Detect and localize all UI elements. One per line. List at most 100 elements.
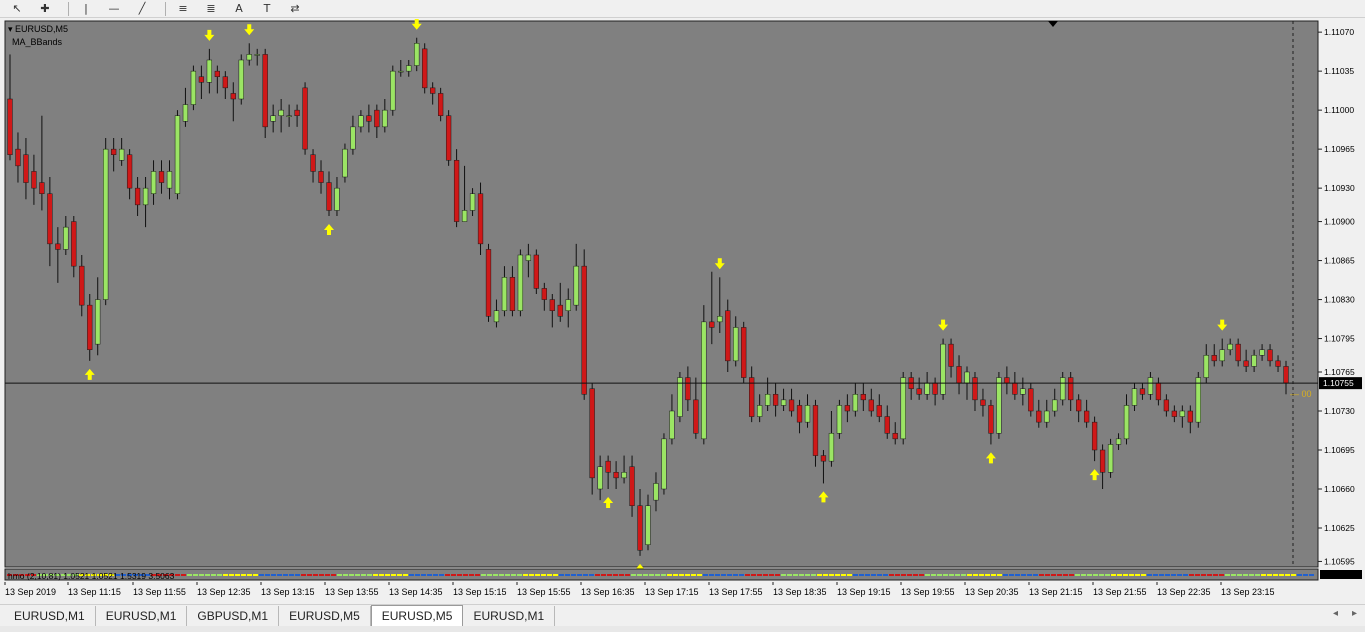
candle-bull xyxy=(342,148,348,178)
buy-arrow-icon xyxy=(603,497,614,508)
candle-bear xyxy=(1028,388,1034,412)
chart-shift-marker[interactable] xyxy=(1048,21,1058,27)
text-label-icon[interactable]: T xyxy=(263,2,271,15)
candle-bull xyxy=(525,254,532,261)
candle-bear xyxy=(820,455,827,462)
candle-bull xyxy=(996,377,1002,434)
candle-bear xyxy=(1139,388,1146,395)
candle-bear xyxy=(31,171,37,189)
candle-bull xyxy=(174,115,181,194)
candle-bull xyxy=(142,187,149,206)
candle-bear xyxy=(294,109,300,116)
tab-navigation: ◂ ▸ xyxy=(1333,608,1357,619)
candle-bull xyxy=(1179,410,1185,417)
candle-bear xyxy=(1283,366,1289,384)
candle-bear xyxy=(318,171,324,183)
candle-bear xyxy=(876,405,882,417)
vertical-line-icon[interactable]: | xyxy=(84,2,88,15)
equidistant-channel-icon[interactable]: ≡ xyxy=(178,2,188,15)
candle-bull xyxy=(597,466,603,490)
time-axis: 13 Sep 2019 13 Sep 11:15 13 Sep 11:55 13 Se… xyxy=(0,582,1365,602)
price-tick-label: 1.10930 xyxy=(1324,183,1355,193)
candle-bull xyxy=(278,109,284,116)
candle-bear xyxy=(23,154,29,183)
sell-arrow-icon xyxy=(1217,319,1228,331)
candle-bear xyxy=(1235,343,1241,362)
candle-bull xyxy=(653,483,659,501)
candle-bear xyxy=(262,54,268,128)
chart-tab[interactable]: EURUSD,M5 xyxy=(279,606,371,626)
chart-tab[interactable]: EURUSD,M5 xyxy=(370,605,464,626)
candle-bear xyxy=(1036,410,1042,423)
candle-bull xyxy=(1123,405,1130,440)
chart-tab[interactable]: EURUSD,M1 xyxy=(96,606,188,626)
candle-bull xyxy=(501,277,508,311)
candle-bear xyxy=(230,93,236,100)
candle-bear xyxy=(1012,382,1018,395)
price-tick-label: 1.10730 xyxy=(1324,406,1355,416)
crosshair-icon[interactable]: ✚ xyxy=(40,2,50,15)
candle-bear xyxy=(55,243,61,250)
arrows-icon[interactable]: ⇄ xyxy=(290,2,300,15)
trendline-icon[interactable]: ╱ xyxy=(138,2,146,15)
candle-bull xyxy=(661,438,667,490)
candle-bear xyxy=(972,377,978,401)
chart-tab[interactable]: GBPUSD,M1 xyxy=(187,606,280,626)
sub-indicator-value-box xyxy=(1320,570,1362,579)
candle-bull xyxy=(382,109,388,128)
candle-bear xyxy=(445,115,452,161)
candle-bull xyxy=(118,148,125,161)
candle-bear xyxy=(812,405,819,456)
candle-bear xyxy=(772,394,779,406)
tab-next-icon[interactable]: ▸ xyxy=(1351,608,1357,619)
candle-bull xyxy=(406,65,412,72)
chart-tab[interactable]: EURUSD,M1 xyxy=(4,606,96,626)
chart-frame xyxy=(4,20,1319,568)
candle-bull xyxy=(573,265,579,306)
candle-bear xyxy=(430,87,436,94)
candle-bear xyxy=(79,265,85,306)
sell-arrow-icon xyxy=(938,319,949,331)
price-tick-label: 1.11035 xyxy=(1324,66,1354,76)
buy-arrow-icon xyxy=(1089,469,1100,481)
text-icon[interactable]: A xyxy=(235,2,243,15)
fibonacci-icon[interactable]: ≣ xyxy=(206,2,216,15)
time-tick-label: 13 Sep 13:15 xyxy=(261,587,315,597)
current-price-box xyxy=(1319,377,1362,390)
chart-tab[interactable]: EURUSD,M1 xyxy=(463,606,556,626)
candle-bull xyxy=(190,70,197,105)
tab-prev-icon[interactable]: ◂ xyxy=(1332,608,1338,619)
candle-bear xyxy=(71,221,77,267)
buy-arrow-icon xyxy=(323,224,334,235)
candle-bear xyxy=(948,343,954,367)
toolbar-separator xyxy=(165,1,166,16)
time-tick-label: 13 Sep 19:15 xyxy=(837,587,891,597)
candle-bear xyxy=(693,399,699,434)
horizontal-line-icon[interactable]: — xyxy=(108,2,120,15)
buy-arrow-icon xyxy=(84,368,95,380)
candle-bull xyxy=(334,187,340,211)
candle-bull xyxy=(1131,388,1138,406)
candle-bull xyxy=(621,472,627,479)
candle-bull xyxy=(565,299,571,311)
candle-bull xyxy=(166,171,173,189)
chart-window[interactable]: ▾ EURUSD,M5 MA_BBands — 00 1.11070 1.11035 1.… xyxy=(0,18,1365,582)
candle-bear xyxy=(1187,410,1193,423)
cursor-icon[interactable]: ↖ xyxy=(12,2,22,15)
candle-bear xyxy=(1155,382,1162,401)
candle-bear xyxy=(685,377,691,401)
candle-bear xyxy=(581,265,587,395)
candle-bear xyxy=(844,405,851,412)
candle-bull xyxy=(1251,355,1257,367)
candle-bear xyxy=(637,505,643,551)
candle-bull xyxy=(764,394,771,406)
candle-bear xyxy=(326,182,332,211)
price-tick-label: 1.11070 xyxy=(1324,27,1354,37)
candle-bull xyxy=(63,226,69,250)
time-tick-label: 13 Sep 11:15 xyxy=(68,587,121,597)
candle-bear xyxy=(1076,399,1082,412)
candle-bear xyxy=(15,148,21,167)
candle-bear xyxy=(485,249,492,317)
candle-bear xyxy=(453,160,460,222)
